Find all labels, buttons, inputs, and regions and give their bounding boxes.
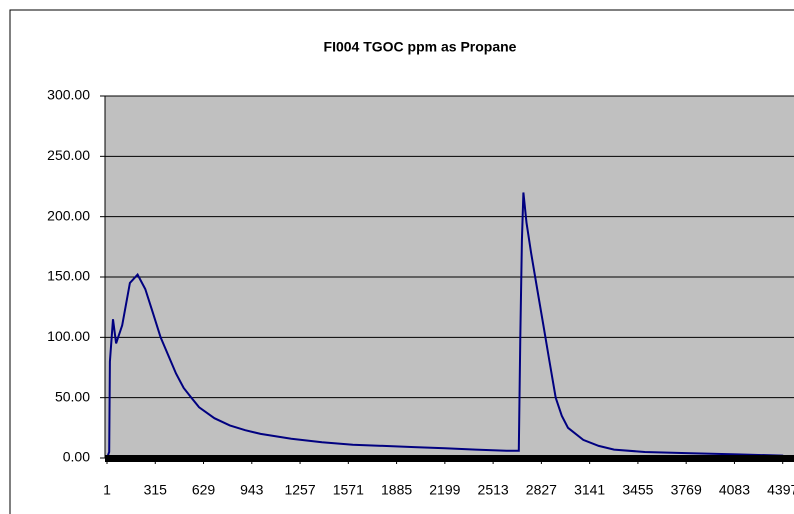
x-tick-label: 2827 — [526, 482, 557, 498]
x-tick-label: 3455 — [622, 482, 653, 498]
x-tick-label: 315 — [144, 482, 168, 498]
data-line — [106, 192, 784, 459]
x-tick-label: 1571 — [333, 482, 364, 498]
y-tick-label: 250.00 — [47, 147, 90, 163]
x-tick-label: 2199 — [429, 482, 460, 498]
y-tick-label: 200.00 — [47, 207, 90, 223]
x-tick-label: 1257 — [284, 482, 315, 498]
y-tick-label: 300.00 — [47, 87, 90, 103]
x-tick-label: 1 — [103, 482, 111, 498]
y-tick-label: 100.00 — [47, 328, 90, 344]
x-tick-label: 1885 — [381, 482, 412, 498]
y-tick-label: 0.00 — [63, 449, 90, 465]
chart-title: FI004 TGOC ppm as Propane — [324, 39, 517, 55]
x-axis-band — [105, 455, 794, 462]
y-tick-label: 150.00 — [47, 268, 90, 284]
x-tick-label: 3769 — [671, 482, 702, 498]
x-tick-label: 2513 — [478, 482, 509, 498]
y-tick-label: 50.00 — [55, 388, 90, 404]
x-tick-label: 629 — [192, 482, 216, 498]
x-tick-label: 943 — [240, 482, 264, 498]
x-tick-label: 4397 — [767, 482, 794, 498]
x-tick-label: 3141 — [574, 482, 605, 498]
x-tick-label: 4083 — [719, 482, 750, 498]
